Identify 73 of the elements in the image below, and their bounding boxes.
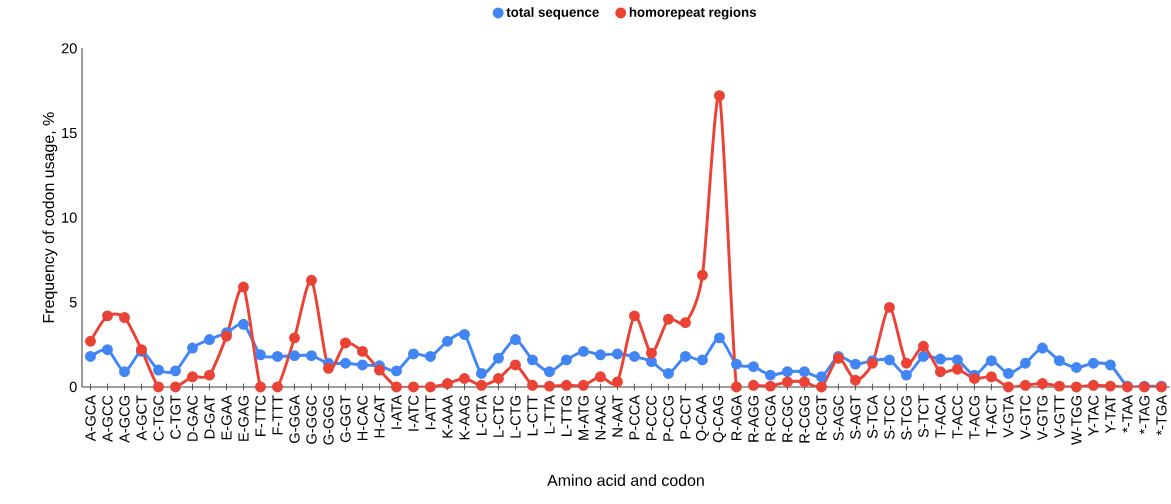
x-tick-label: P-CCA: [629, 395, 640, 440]
x-tick-label: K-AAA: [442, 395, 453, 438]
x-tick-label: C-TGT: [170, 395, 181, 439]
x-tick-label: M-ATG: [578, 396, 589, 440]
x-tick-label: D-GAT: [204, 395, 215, 439]
x-axis-title: Amino acid and codon: [547, 474, 704, 487]
x-tick-label: *-TGA: [1156, 395, 1167, 436]
x-tick-label: F-TTC: [255, 395, 266, 436]
y-axis-title: Frequency of codon usage, %: [42, 112, 58, 323]
x-tick-label: R-AGG: [748, 396, 759, 442]
x-tick-label: S-TCA: [867, 395, 878, 439]
x-tick-label: Q-CAG: [712, 396, 726, 443]
y-tick-label: 5: [69, 297, 77, 308]
x-tick-label: R-CGT: [816, 395, 827, 441]
y-tick-label: 10: [62, 212, 77, 223]
x-tick-label: W-TGG: [1071, 396, 1082, 445]
x-tick-label: P-CCG: [663, 396, 674, 441]
x-tick-label: T-ACA: [935, 395, 946, 438]
x-tick-label: Q-CAA: [695, 395, 709, 441]
x-tick-label: S-AGT: [850, 395, 861, 439]
x-tick-label: T-ACT: [986, 395, 997, 437]
x-tick-label: I-ATC: [408, 395, 419, 431]
x-tick-label: H-CAC: [357, 395, 368, 441]
x-tick-label: S-TCT: [918, 395, 929, 438]
x-tick-label: G-GGC: [306, 395, 317, 444]
x-tick-label: V-GTT: [1054, 395, 1065, 438]
x-tick-label: H-CAT: [374, 395, 385, 438]
x-tick-label: I-ATT: [425, 395, 436, 430]
legend-label: total sequence: [506, 7, 599, 20]
x-tick-label: A-GCC: [102, 395, 113, 443]
x-tick-label: N-AAT: [612, 395, 623, 437]
x-tick-label: R-AGA: [731, 395, 742, 441]
x-tick-label: E-GAA: [221, 395, 232, 440]
x-tick-label: T-ACG: [969, 396, 980, 440]
x-tick-label: V-GTC: [1020, 395, 1031, 440]
x-tick-label: S-AGC: [833, 395, 844, 441]
x-tick-label: L-TTA: [544, 395, 555, 434]
x-tick-label: A-GCA: [85, 395, 96, 442]
x-tick-label: P-CCT: [680, 395, 691, 439]
x-tick-label: T-ACC: [952, 395, 963, 439]
x-tick-label: *-TAA: [1122, 395, 1133, 433]
x-tick-label: Y-TAC: [1088, 395, 1099, 437]
x-tick-label: S-TCG: [901, 396, 912, 440]
y-tick-label: 15: [62, 127, 77, 139]
x-tick-label: E-GAG: [238, 396, 249, 441]
x-tick-label: F-TTT: [272, 395, 283, 435]
x-tick-label: R-CGG: [799, 396, 810, 443]
x-tick-label: L-TTG: [561, 396, 572, 436]
x-tick-label: L-CTC: [493, 395, 504, 437]
x-tick-label: D-GAC: [187, 395, 198, 441]
x-tick-label: R-CGA: [765, 395, 776, 441]
x-tick-label: S-TCC: [884, 395, 895, 439]
x-tick-label: N-AAC: [595, 395, 606, 440]
x-tick-label: L-CTA: [476, 395, 487, 435]
x-tick-label: C-TGC: [153, 395, 164, 441]
x-tick-label: *-TAG: [1139, 396, 1150, 435]
x-tick-label: G-GGT: [340, 395, 351, 443]
x-tick-label: L-CTG: [510, 396, 521, 438]
legend-label: homorepeat regions: [629, 7, 756, 20]
x-tick-label: G-GGA: [289, 395, 300, 443]
y-tick-label: 20: [61, 43, 77, 54]
x-tick-label: A-GCG: [119, 396, 130, 443]
x-tick-label: V-GTA: [1003, 395, 1014, 438]
x-tick-label: I-ATA: [391, 395, 402, 429]
x-tick-label: R-CGC: [782, 395, 793, 442]
x-tick-label: K-AAG: [459, 396, 470, 440]
x-tick-label: Y-TAT: [1105, 395, 1116, 434]
x-tick-label: G-GGG: [323, 396, 334, 445]
x-tick-label: L-CTT: [527, 395, 538, 436]
x-tick-label: V-GTG: [1037, 396, 1048, 441]
x-tick-label: P-CCC: [646, 395, 657, 441]
x-tick-label: A-GCT: [136, 395, 147, 441]
y-tick-label: 0: [69, 381, 77, 393]
